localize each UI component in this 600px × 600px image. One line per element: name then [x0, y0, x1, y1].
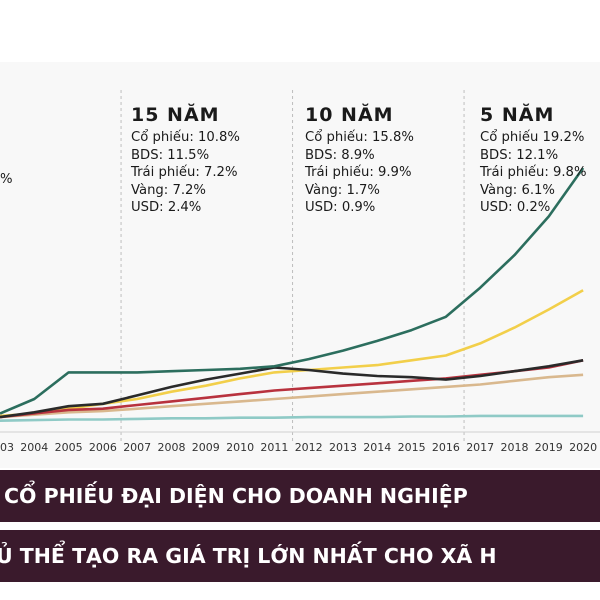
caption-gap: [0, 522, 600, 530]
annotation-gold: Vàng: 1.7%: [305, 182, 380, 198]
x-tick-label: 2014: [363, 441, 391, 454]
annotation-real-estate: BDS: 11.5%: [131, 147, 210, 163]
chart-background: [0, 62, 600, 468]
series-line-bonds: [0, 359, 584, 419]
annotation-stocks: Cổ phiếu: 10.8%: [131, 130, 240, 145]
x-tick-label: 2003: [0, 441, 14, 454]
annotation-15-years: 15 NĂM Cổ phiếu: 10.8% BDS: 11.5% Trái p…: [131, 104, 240, 217]
x-tick-label: 2019: [535, 441, 563, 454]
x-tick-label: 2015: [398, 441, 426, 454]
x-tick-label: 2012: [295, 441, 323, 454]
series-line-gold-light: [0, 373, 584, 419]
annotation-gold: Vàng: 7.2%: [131, 182, 206, 198]
annotation-usd: USD: 0.9%: [305, 200, 376, 216]
annotation-title: 5 NĂM: [480, 104, 555, 126]
caption-bar-top: CỔ PHIẾU ĐẠI DIỆN CHO DOANH NGHIỆP: [0, 470, 600, 522]
caption-line-2: Ủ THỂ TẠO RA GIÁ TRỊ LỚN NHẤT CHO XÃ H: [0, 544, 497, 568]
x-tick-label: 2009: [192, 441, 220, 454]
annotation-real-estate: BDS: 12.1%: [480, 147, 559, 163]
annotation-usd: USD: 0.2%: [480, 200, 551, 216]
annotation-title: 15 NĂM: [131, 104, 220, 126]
x-tick-label: 2010: [226, 441, 254, 454]
annotation-5-years: 5 NĂM Cổ phiếu 19.2% BDS: 12.1% Trái phi…: [480, 104, 586, 217]
x-tick-label: 2018: [501, 441, 529, 454]
annotation-10-years: 10 NĂM Cổ phiếu: 15.8% BDS: 8.9% Trái ph…: [305, 104, 414, 217]
series-line-stocks: [0, 167, 585, 415]
annotation-bonds: Trái phiếu: 9.9%: [305, 165, 412, 181]
annotation-bonds: Trái phiếu: 7.2%: [131, 165, 238, 181]
x-tick-label: 2020: [569, 441, 597, 454]
top-margin: [0, 0, 600, 62]
x-tick-label: 2013: [329, 441, 357, 454]
annotation-usd: USD: 2.4%: [131, 200, 202, 216]
annotation-stocks: Cổ phiếu: 15.8%: [305, 130, 414, 145]
caption-bar-bottom: Ủ THỂ TẠO RA GIÁ TRỊ LỚN NHẤT CHO XÃ H: [0, 530, 600, 582]
x-tick-label: 2006: [89, 441, 117, 454]
annotation-gold: Vàng: 6.1%: [480, 182, 555, 198]
x-tick-label: 2011: [260, 441, 288, 454]
annotation-stocks: Cổ phiếu 19.2%: [480, 130, 585, 145]
annotation-title: 10 NĂM: [305, 104, 394, 126]
x-tick-label: 2017: [466, 441, 494, 454]
annotation-real-estate: BDS: 8.9%: [305, 147, 375, 163]
x-tick-label: 2008: [158, 441, 186, 454]
x-tick-label: 2004: [20, 441, 48, 454]
x-tick-label: 2005: [55, 441, 83, 454]
x-tick-label: 2016: [432, 441, 460, 454]
partial-cropped-text: %: [0, 172, 13, 187]
bottom-margin: [0, 582, 600, 600]
series-line-usd: [0, 414, 584, 422]
annotation-bonds: Trái phiếu: 9.8%: [480, 165, 587, 181]
x-tick-label: 2007: [123, 441, 151, 454]
line-chart: 2003 2004 2005 2006 2007 2008 2009 2010 2011 2012…: [0, 90, 600, 454]
caption-line-1: CỔ PHIẾU ĐẠI DIỆN CHO DOANH NGHIỆP: [4, 484, 468, 508]
